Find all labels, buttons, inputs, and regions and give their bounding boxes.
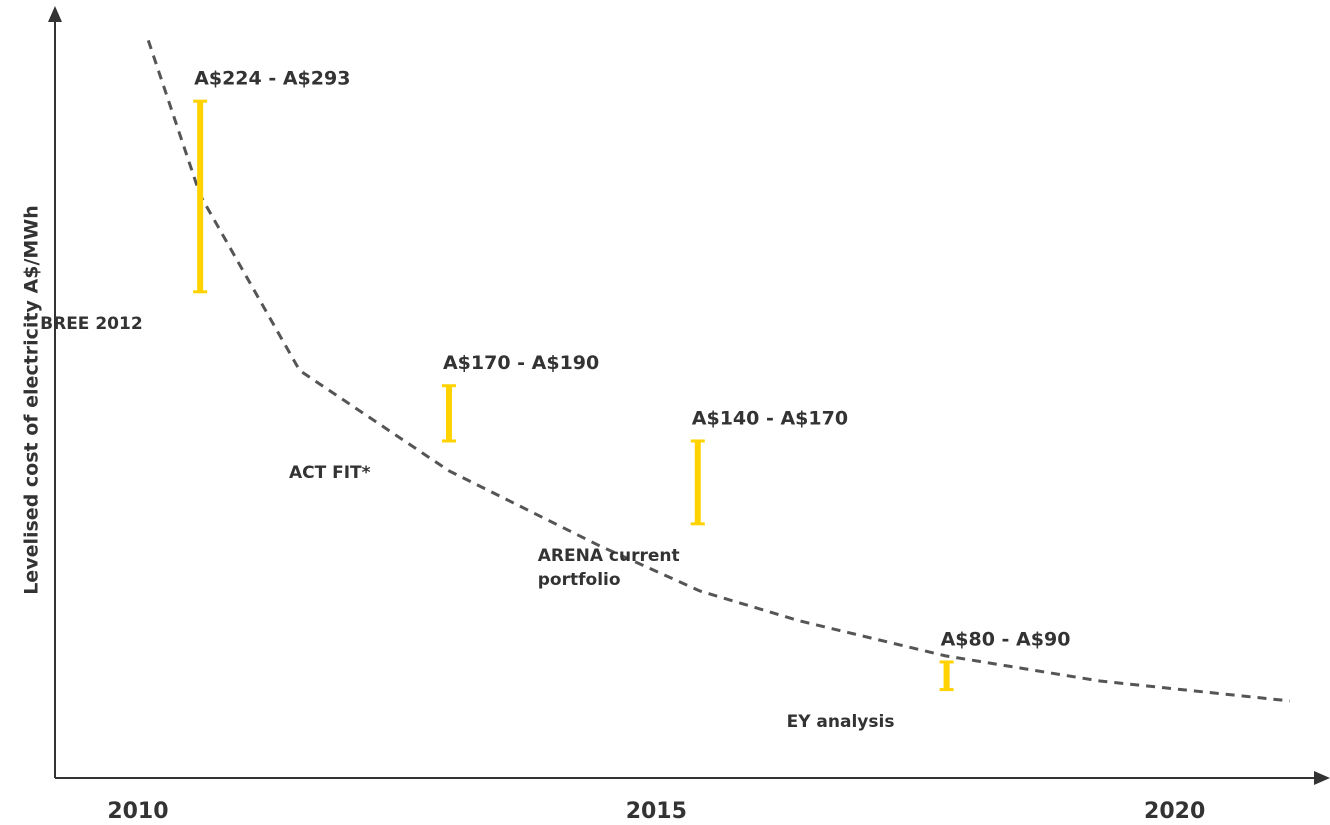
category-label: ACT FIT*	[288, 462, 371, 483]
y-axis-title: Levelised cost of electricity A$/MWh	[21, 205, 43, 595]
category-label: EY analysis	[786, 711, 895, 732]
value-label: A$170 - A$190	[443, 352, 599, 374]
x-tick-label: 2015	[626, 799, 687, 824]
x-tick-label: 2020	[1144, 799, 1205, 824]
x-tick-label: 2010	[107, 799, 168, 824]
value-label: A$80 - A$90	[941, 628, 1071, 650]
category-label: ARENA current portfolio	[537, 545, 680, 590]
y-axis-arrow	[48, 6, 62, 22]
value-label: A$140 - A$170	[692, 407, 848, 429]
value-label: A$224 - A$293	[194, 68, 350, 90]
trend-line	[146, 39, 1290, 703]
x-axis-arrow	[1314, 771, 1330, 785]
category-label: BREE 2012	[40, 313, 143, 334]
